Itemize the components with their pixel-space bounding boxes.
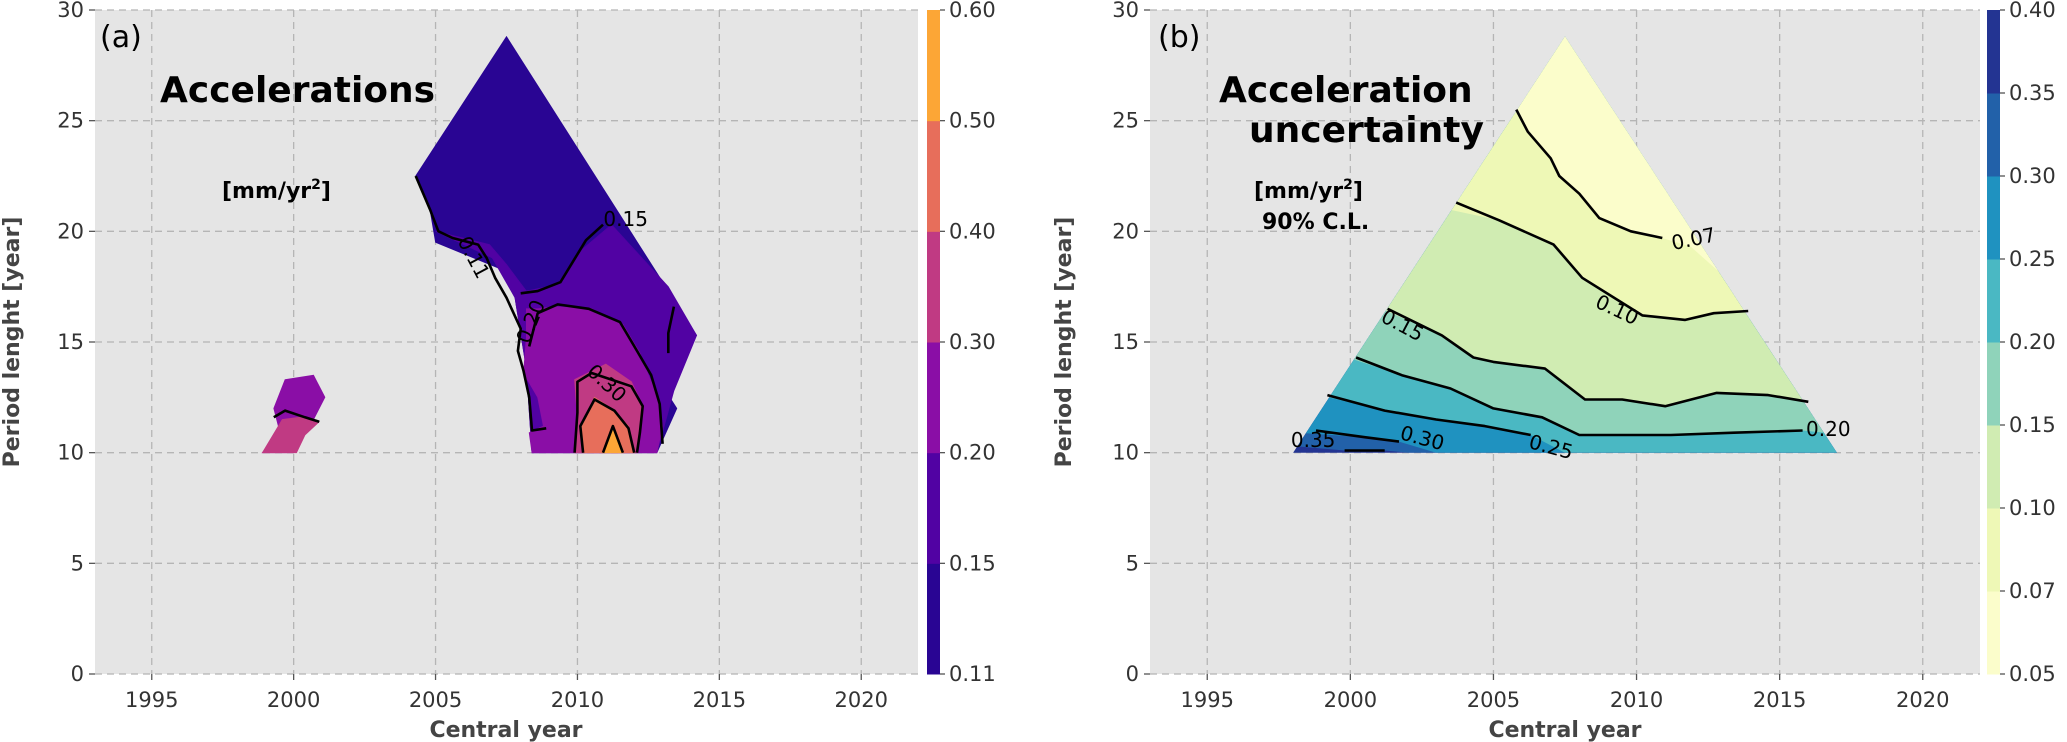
panel-title-b-line1: Acceleration	[1219, 70, 1473, 111]
colorbar-tick-label: 0.40	[2009, 0, 2056, 22]
y-tick-label: 25	[1112, 109, 1139, 133]
x-tick-label: 2000	[267, 688, 320, 712]
y-tick-label: 0	[71, 662, 84, 686]
contour-line-0.07	[1515, 108, 1663, 240]
colorbar-tick-label: 0.20	[2009, 330, 2056, 354]
contour-lines-b	[1315, 108, 1809, 452]
contour-line-0.15	[520, 223, 604, 295]
colorbar-swatch-0.15	[927, 452, 940, 564]
colorbar-tick-label: 0.10	[2009, 496, 2056, 520]
contour-line-0.15	[1387, 307, 1809, 408]
colorbar-swatch-0.11	[927, 563, 940, 675]
panel-label-b: (b)	[1158, 20, 1200, 55]
colorbar-tick-label: 0.25	[2009, 247, 2056, 271]
contour-line-0.10	[1455, 201, 1749, 322]
contour-label-0.35: 0.35	[1291, 428, 1336, 452]
panel-a: 0.110.150.200.30 1995 2000 2005 2010 2015 202…	[0, 0, 996, 742]
contour-line-0.20	[1355, 356, 1803, 437]
y-tick-label: 10	[1112, 441, 1139, 465]
x-tick-label: 1995	[1181, 688, 1234, 712]
colorbar-swatch-0.40	[927, 120, 940, 232]
colorbar-tick-label: 0.40	[949, 219, 996, 243]
colorbar-swatch-0.15	[1987, 342, 2000, 426]
contour-line-0.30	[573, 371, 645, 453]
y-tick-label: 30	[57, 0, 84, 22]
contour-line-0.30	[1315, 429, 1400, 443]
panel-label-a: (a)	[100, 20, 142, 55]
x-tick-label: 2000	[1324, 688, 1377, 712]
contour-line-0.15	[666, 306, 676, 354]
x-tick-label: 2020	[1896, 688, 1949, 712]
colorbar-b: 0.05 0.07 0.10 0.15 0.20 0.25 0.30 0.35 0.40	[1987, 0, 2056, 686]
colorbar-swatch-0.50	[927, 10, 940, 122]
colorbar-tick-label: 0.30	[949, 330, 996, 354]
contour-label-0.20: 0.20	[1806, 417, 1851, 441]
y-tick-label: 20	[1112, 219, 1139, 243]
colorbar-swatch-0.07	[1987, 508, 2000, 592]
colorbar-tick-label: 0.35	[2009, 81, 2056, 105]
x-tick-label: 2010	[1610, 688, 1663, 712]
colorbar-tick-label: 0.15	[949, 551, 996, 575]
y-tick-label: 15	[1112, 330, 1139, 354]
axis-ticks-a: 1995 2000 2005 2010 2015 2020 0 5 10 15 20 25 30	[57, 0, 888, 712]
colorbar-a: 0.11 0.15 0.20 0.30 0.40 0.50 0.60	[927, 0, 996, 686]
colorbar-swatch-0.20	[1987, 259, 2000, 343]
y-tick-label: 5	[1126, 551, 1139, 575]
colorbar-swatch-0.20	[927, 342, 940, 454]
y-tick-label: 5	[71, 551, 84, 575]
colorbar-swatch-0.10	[1987, 425, 2000, 509]
y-tick-label: 0	[1126, 662, 1139, 686]
x-tick-label: 2020	[835, 688, 888, 712]
y-tick-label: 25	[57, 109, 84, 133]
axis-ticks-b: 1995 2000 2005 2010 2015 2020 0 5 10 15 20 25 30	[1112, 0, 1949, 712]
contour-line-0.25	[1327, 393, 1531, 437]
x-tick-label: 2010	[551, 688, 604, 712]
colorbar-tick-label: 0.05	[2009, 662, 2056, 686]
colorbar-tick-label: 0.11	[949, 662, 996, 686]
y-axis-label-b: Period lenght [year]	[1052, 217, 1077, 468]
confidence-note-b: 90% C.L.	[1262, 210, 1369, 235]
colorbar-tick-label: 0.50	[949, 109, 996, 133]
x-axis-label-b: Central year	[1488, 718, 1641, 742]
colorbar-swatch-0.30	[1987, 93, 2000, 177]
y-tick-label: 10	[57, 441, 84, 465]
colorbar-swatch-0.30	[927, 231, 940, 343]
panel-b: 0.070.100.150.200.250.300.35 1995 2000 200…	[1052, 0, 2056, 742]
y-axis-label-a: Period lenght [year]	[0, 217, 25, 468]
colorbar-swatch-0.35	[1987, 10, 2000, 94]
colorbar-tick-label: 0.07	[2009, 579, 2056, 603]
contour-line-0.50	[601, 424, 625, 454]
y-tick-label: 30	[1112, 0, 1139, 22]
colorbar-tick-label: 0.15	[2009, 413, 2056, 437]
colorbar-tick-label: 0.60	[949, 0, 996, 22]
contour-line-0.20	[527, 303, 664, 444]
contour-line-unlabeled	[273, 409, 320, 423]
contour-label-0.15: 0.15	[603, 207, 648, 231]
x-tick-label: 2005	[1467, 688, 1520, 712]
x-tick-label: 2015	[1753, 688, 1806, 712]
panel-title-b-line2: uncertainty	[1249, 110, 1484, 151]
x-axis-label-a: Central year	[429, 718, 582, 742]
contour-line-0.40	[578, 398, 636, 453]
contour-lines-a	[273, 175, 676, 454]
x-tick-label: 1995	[125, 688, 178, 712]
x-tick-label: 2005	[409, 688, 462, 712]
y-tick-label: 15	[57, 330, 84, 354]
colorbar-swatch-0.25	[1987, 176, 2000, 260]
colorbar-tick-label: 0.30	[2009, 164, 2056, 188]
contour-line-0.11	[414, 175, 547, 432]
colorbar-tick-label: 0.20	[949, 441, 996, 465]
colorbar-swatch-0.05	[1987, 591, 2000, 675]
panel-title-a: Accelerations	[160, 70, 435, 111]
y-tick-label: 20	[57, 219, 84, 243]
x-tick-label: 2015	[693, 688, 746, 712]
